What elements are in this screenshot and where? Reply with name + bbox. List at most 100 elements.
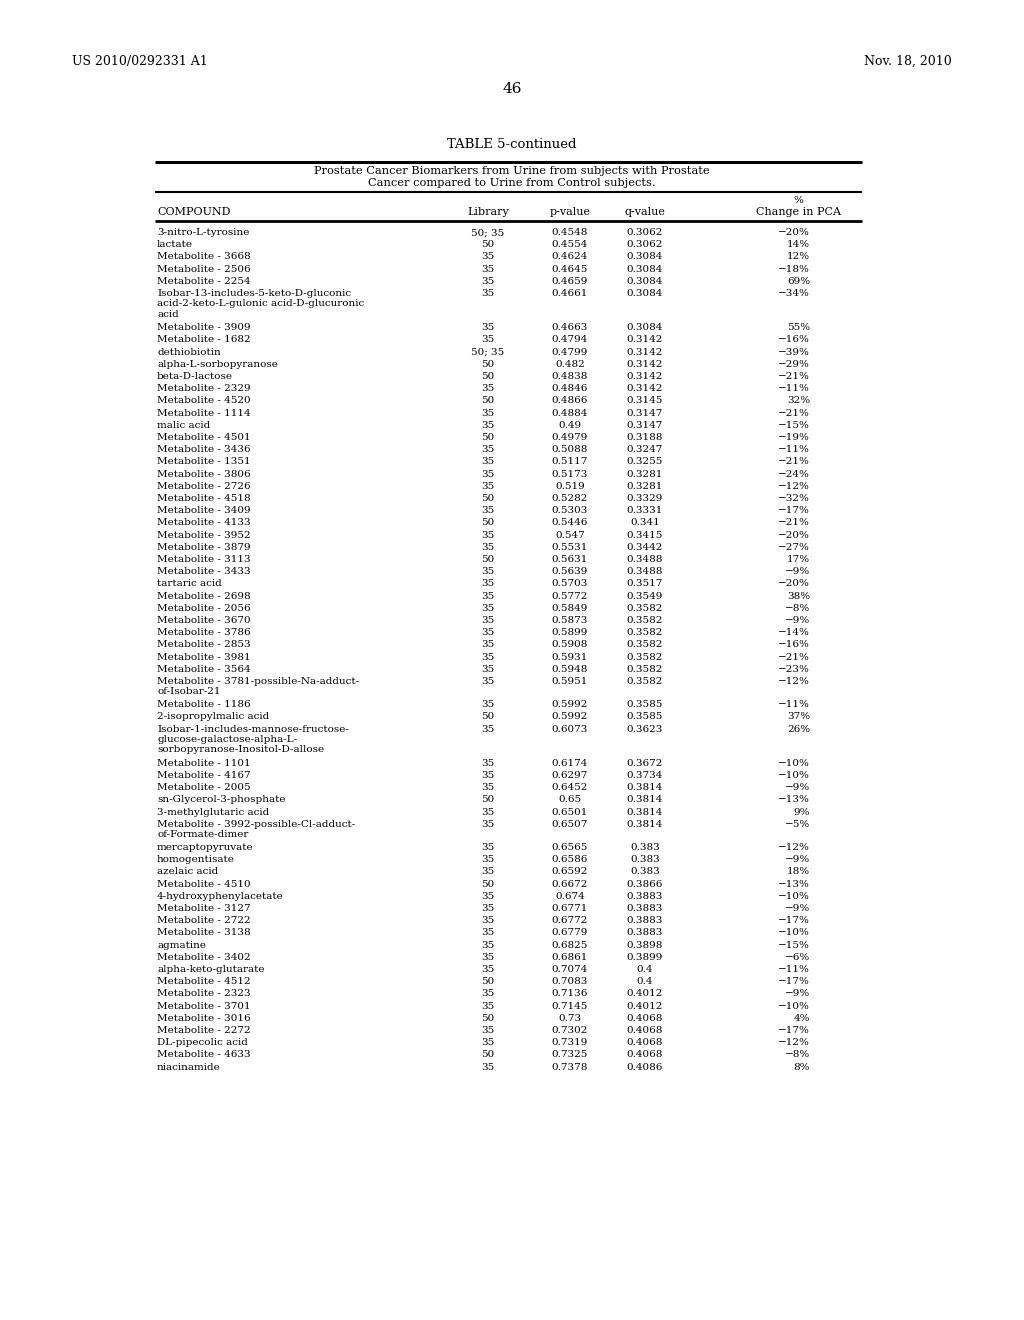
Text: 35: 35	[481, 1026, 495, 1035]
Text: −14%: −14%	[778, 628, 810, 638]
Text: 35: 35	[481, 264, 495, 273]
Text: 0.5873: 0.5873	[552, 616, 588, 624]
Text: 0.6507: 0.6507	[552, 820, 588, 829]
Text: 35: 35	[481, 808, 495, 817]
Text: 0.5088: 0.5088	[552, 445, 588, 454]
Text: −32%: −32%	[778, 494, 810, 503]
Text: 26%: 26%	[786, 725, 810, 734]
Text: 0.3866: 0.3866	[627, 879, 664, 888]
Text: 18%: 18%	[786, 867, 810, 876]
Text: 0.4846: 0.4846	[552, 384, 588, 393]
Text: 0.6501: 0.6501	[552, 808, 588, 817]
Text: 35: 35	[481, 568, 495, 577]
Text: 0.3814: 0.3814	[627, 783, 664, 792]
Text: 0.4663: 0.4663	[552, 323, 588, 333]
Text: −9%: −9%	[784, 855, 810, 865]
Text: Metabolite - 2254: Metabolite - 2254	[157, 277, 251, 286]
Text: 35: 35	[481, 843, 495, 851]
Text: Metabolite - 3952: Metabolite - 3952	[157, 531, 251, 540]
Text: 0.3142: 0.3142	[627, 347, 664, 356]
Text: alpha-L-sorbopyranose: alpha-L-sorbopyranose	[157, 360, 278, 368]
Text: Metabolite - 2726: Metabolite - 2726	[157, 482, 251, 491]
Text: −9%: −9%	[784, 990, 810, 998]
Text: %: %	[793, 195, 803, 205]
Text: 0.5703: 0.5703	[552, 579, 588, 589]
Text: 0.3142: 0.3142	[627, 335, 664, 345]
Text: Metabolite - 1101: Metabolite - 1101	[157, 759, 251, 768]
Text: 0.4548: 0.4548	[552, 228, 588, 238]
Text: 0.3814: 0.3814	[627, 808, 664, 817]
Text: 50: 50	[481, 519, 495, 528]
Text: Metabolite - 3781-possible-Na-adduct-
of-Isobar-21: Metabolite - 3781-possible-Na-adduct- of…	[157, 677, 359, 697]
Text: tartaric acid: tartaric acid	[157, 579, 222, 589]
Text: 0.383: 0.383	[630, 843, 659, 851]
Text: 2-isopropylmalic acid: 2-isopropylmalic acid	[157, 713, 269, 722]
Text: 0.3142: 0.3142	[627, 384, 664, 393]
Text: 35: 35	[481, 892, 495, 900]
Text: 0.3582: 0.3582	[627, 603, 664, 612]
Text: 69%: 69%	[786, 277, 810, 286]
Text: −10%: −10%	[778, 892, 810, 900]
Text: 0.3084: 0.3084	[627, 289, 664, 298]
Text: p-value: p-value	[550, 207, 591, 216]
Text: Metabolite - 3981: Metabolite - 3981	[157, 652, 251, 661]
Text: Metabolite - 1186: Metabolite - 1186	[157, 700, 251, 709]
Text: 35: 35	[481, 409, 495, 417]
Text: 0.3281: 0.3281	[627, 482, 664, 491]
Text: 35: 35	[481, 771, 495, 780]
Text: agmatine: agmatine	[157, 941, 206, 949]
Text: −39%: −39%	[778, 347, 810, 356]
Text: 37%: 37%	[786, 713, 810, 722]
Text: 0.4068: 0.4068	[627, 1014, 664, 1023]
Text: −11%: −11%	[778, 965, 810, 974]
Text: 0.6174: 0.6174	[552, 759, 588, 768]
Text: 50: 50	[481, 1014, 495, 1023]
Text: q-value: q-value	[625, 207, 666, 216]
Text: 35: 35	[481, 867, 495, 876]
Text: Isobar-1-includes-mannose-fructose-
glucose-galactose-alpha-L-
sorbopyranose-Ino: Isobar-1-includes-mannose-fructose- gluc…	[157, 725, 349, 755]
Text: 0.4799: 0.4799	[552, 347, 588, 356]
Text: 0.4068: 0.4068	[627, 1051, 664, 1060]
Text: 0.73: 0.73	[558, 1014, 582, 1023]
Text: 0.3672: 0.3672	[627, 759, 664, 768]
Text: 0.3883: 0.3883	[627, 928, 664, 937]
Text: Isobar-13-includes-5-keto-D-gluconic
acid-2-keto-L-gulonic acid-D-glucuronic
aci: Isobar-13-includes-5-keto-D-gluconic aci…	[157, 289, 365, 319]
Text: 0.6672: 0.6672	[552, 879, 588, 888]
Text: 0.6779: 0.6779	[552, 928, 588, 937]
Text: −11%: −11%	[778, 700, 810, 709]
Text: Metabolite - 3564: Metabolite - 3564	[157, 665, 251, 673]
Text: homogentisate: homogentisate	[157, 855, 234, 865]
Text: 8%: 8%	[794, 1063, 810, 1072]
Text: 0.383: 0.383	[630, 855, 659, 865]
Text: 0.3255: 0.3255	[627, 458, 664, 466]
Text: 0.7378: 0.7378	[552, 1063, 588, 1072]
Text: 0.3488: 0.3488	[627, 554, 664, 564]
Text: 50: 50	[481, 396, 495, 405]
Text: 0.4659: 0.4659	[552, 277, 588, 286]
Text: 35: 35	[481, 1039, 495, 1047]
Text: 0.3734: 0.3734	[627, 771, 664, 780]
Text: Metabolite - 1351: Metabolite - 1351	[157, 458, 251, 466]
Text: Metabolite - 3436: Metabolite - 3436	[157, 445, 251, 454]
Text: 0.3142: 0.3142	[627, 372, 664, 381]
Text: 0.5639: 0.5639	[552, 568, 588, 577]
Text: 35: 35	[481, 677, 495, 686]
Text: 0.3329: 0.3329	[627, 494, 664, 503]
Text: 0.5303: 0.5303	[552, 506, 588, 515]
Text: 0.4624: 0.4624	[552, 252, 588, 261]
Text: 0.5282: 0.5282	[552, 494, 588, 503]
Text: −29%: −29%	[778, 360, 810, 368]
Text: −17%: −17%	[778, 977, 810, 986]
Text: 0.4979: 0.4979	[552, 433, 588, 442]
Text: 35: 35	[481, 252, 495, 261]
Text: Nov. 18, 2010: Nov. 18, 2010	[864, 55, 952, 69]
Text: −21%: −21%	[778, 652, 810, 661]
Text: 0.3582: 0.3582	[627, 665, 664, 673]
Text: 0.5446: 0.5446	[552, 519, 588, 528]
Text: −9%: −9%	[784, 616, 810, 624]
Text: 0.6586: 0.6586	[552, 855, 588, 865]
Text: Metabolite - 4520: Metabolite - 4520	[157, 396, 251, 405]
Text: 0.3084: 0.3084	[627, 252, 664, 261]
Text: malic acid: malic acid	[157, 421, 210, 430]
Text: 35: 35	[481, 759, 495, 768]
